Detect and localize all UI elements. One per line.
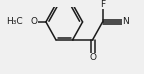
Text: N: N: [123, 17, 129, 26]
Text: F: F: [100, 0, 105, 9]
Text: H₃C: H₃C: [6, 17, 23, 26]
Text: O: O: [89, 53, 96, 62]
Text: O: O: [31, 17, 38, 26]
